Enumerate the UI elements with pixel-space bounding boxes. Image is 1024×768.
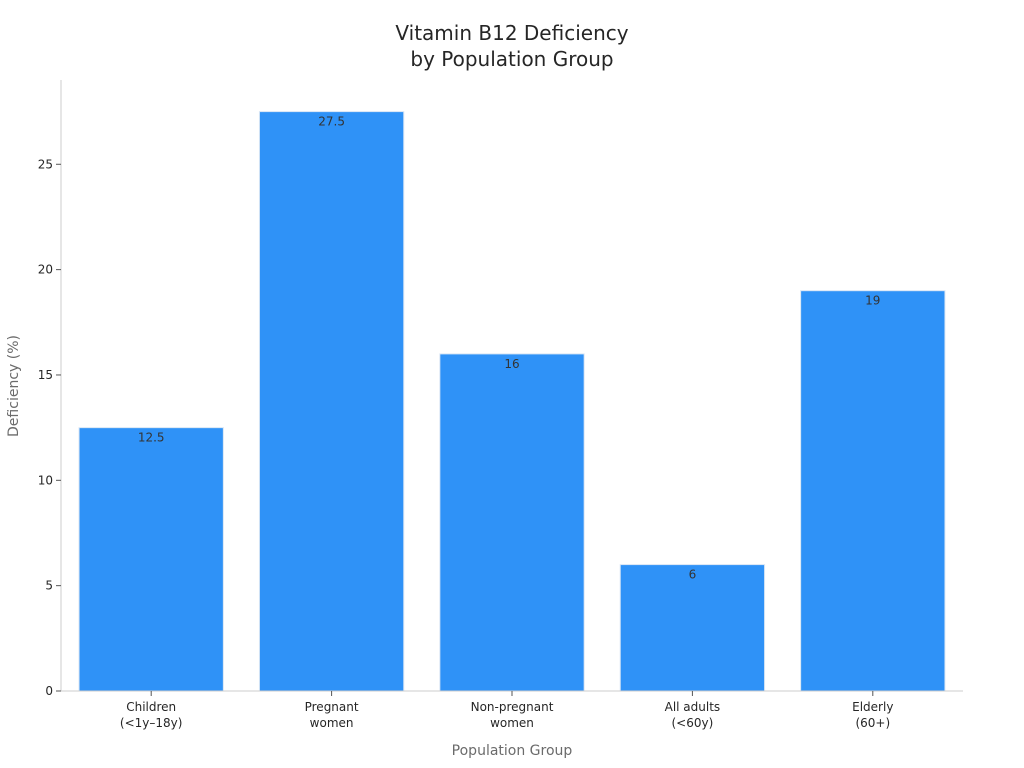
chart-title: Vitamin B12 Deficiency by Population Gro… [395, 21, 628, 71]
chart-title-line-2: by Population Group [410, 47, 613, 71]
x-tick-label: Pregnant [305, 700, 359, 714]
bar-data-label: 16 [504, 357, 519, 371]
bar [439, 353, 585, 692]
x-tick-label: (<60y) [672, 716, 714, 730]
chart-title-line-1: Vitamin B12 Deficiency [395, 21, 628, 45]
bar-data-label: 12.5 [138, 431, 165, 445]
x-axis-label: Population Group [452, 743, 573, 759]
y-tick-label: 0 [45, 684, 53, 698]
bar [78, 427, 224, 692]
bar-data-label: 27.5 [318, 115, 345, 129]
bar-data-label: 19 [865, 294, 880, 308]
bar [800, 290, 946, 692]
y-tick-label: 20 [38, 263, 53, 277]
x-tick-label: (60+) [855, 716, 890, 730]
y-tick-label: 25 [38, 157, 53, 171]
y-tick-label: 10 [38, 473, 53, 487]
y-tick-label: 15 [38, 368, 53, 382]
bar [258, 111, 405, 692]
bar-data-label: 6 [689, 568, 697, 582]
x-tick-label: Elderly [852, 700, 893, 714]
y-axis-label: Deficiency (%) [6, 335, 22, 437]
x-tick-label: Children [126, 700, 176, 714]
x-tick-label: All adults [665, 700, 721, 714]
bar [619, 564, 766, 692]
x-ticks-group: Children (<1y–18y) Pregnant women Non-pregna… [120, 691, 893, 730]
x-tick-label: Non-pregnant [471, 700, 554, 714]
y-tick-label: 5 [45, 579, 53, 593]
data-labels-group: 12.5 27.5 16 6 19 [138, 115, 881, 582]
x-tick-label: women [490, 716, 534, 730]
bars-group [78, 111, 946, 692]
x-tick-label: women [310, 716, 354, 730]
y-ticks-group: 0 5 10 15 20 25 [38, 157, 61, 698]
x-tick-label: (<1y–18y) [120, 716, 183, 730]
